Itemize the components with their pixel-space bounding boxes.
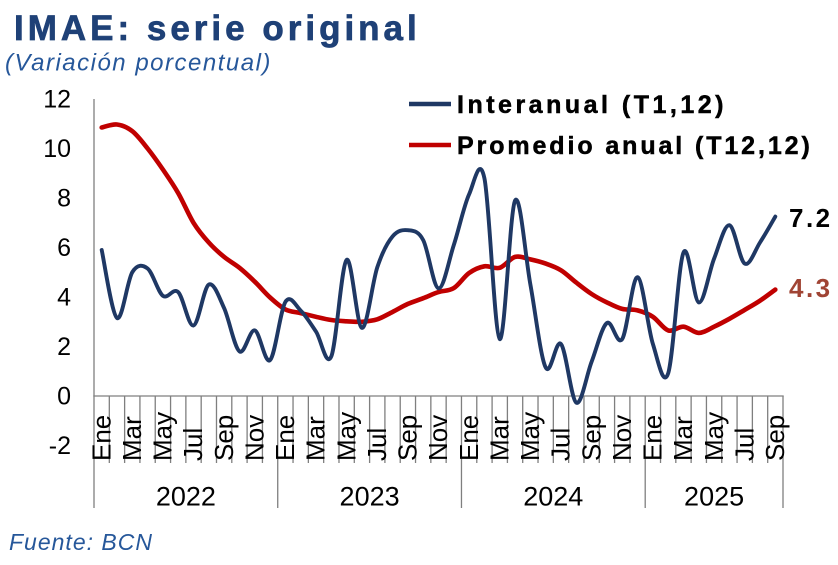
svg-text:Jul: Jul — [729, 428, 759, 461]
svg-text:IMAE: serie original: IMAE: serie original — [14, 9, 421, 48]
svg-text:Sep: Sep — [209, 415, 239, 461]
svg-text:2: 2 — [57, 333, 71, 361]
svg-text:Mar: Mar — [301, 416, 331, 461]
svg-text:May: May — [331, 412, 361, 461]
svg-text:Sep: Sep — [760, 415, 790, 461]
svg-text:4: 4 — [57, 284, 71, 312]
svg-text:May: May — [699, 412, 729, 461]
svg-text:Ene: Ene — [454, 415, 484, 461]
svg-text:Ene: Ene — [638, 415, 668, 461]
svg-text:2025: 2025 — [684, 482, 744, 512]
svg-text:Jul: Jul — [362, 428, 392, 461]
svg-text:Mar: Mar — [668, 416, 698, 461]
svg-text:Mar: Mar — [117, 416, 147, 461]
svg-text:Sep: Sep — [393, 415, 423, 461]
svg-text:8: 8 — [57, 185, 71, 213]
svg-text:10: 10 — [43, 135, 71, 163]
svg-text:7.2: 7.2 — [789, 203, 833, 233]
svg-text:6: 6 — [57, 234, 71, 262]
svg-text:Interanual (T1,12): Interanual (T1,12) — [457, 91, 727, 119]
svg-text:Nov: Nov — [607, 415, 637, 461]
svg-text:12: 12 — [43, 86, 71, 114]
svg-text:Promedio anual (T12,12): Promedio anual (T12,12) — [457, 132, 813, 160]
svg-text:Mar: Mar — [484, 416, 514, 461]
svg-text:-2: -2 — [49, 432, 71, 460]
svg-text:2022: 2022 — [156, 482, 216, 512]
svg-text:Nov: Nov — [240, 415, 270, 461]
svg-text:May: May — [515, 412, 545, 461]
svg-text:May: May — [148, 412, 178, 461]
svg-text:Jul: Jul — [178, 428, 208, 461]
svg-text:0: 0 — [57, 383, 71, 411]
svg-text:Sep: Sep — [576, 415, 606, 461]
svg-text:2023: 2023 — [340, 482, 400, 512]
svg-text:(Variación porcentual): (Variación porcentual) — [5, 50, 272, 77]
svg-text:2024: 2024 — [523, 482, 583, 512]
svg-text:Ene: Ene — [86, 415, 116, 461]
svg-text:Fuente: BCN: Fuente: BCN — [9, 529, 153, 555]
svg-text:Jul: Jul — [546, 428, 576, 461]
svg-text:Nov: Nov — [423, 415, 453, 461]
svg-text:Ene: Ene — [270, 415, 300, 461]
svg-text:4.3: 4.3 — [789, 273, 833, 303]
